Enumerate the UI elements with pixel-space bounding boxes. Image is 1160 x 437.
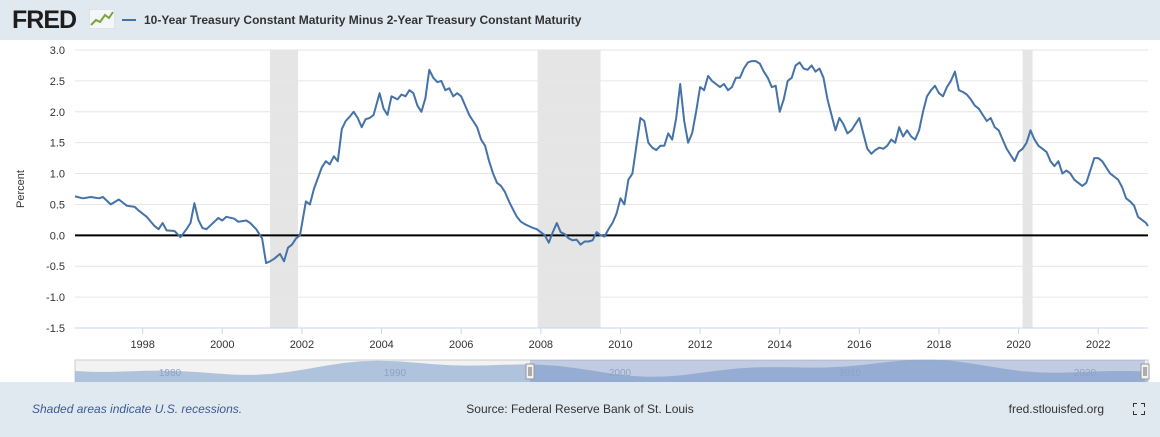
x-tick-label: 2004 [369, 339, 393, 351]
x-tick-label: 2010 [608, 339, 632, 351]
x-tick-label: 2020 [1006, 339, 1030, 351]
navigator-label: 2000 [609, 368, 632, 379]
navigator-label: 2010 [839, 368, 862, 379]
navigator-label: 1980 [159, 368, 182, 379]
recession-band-1 [537, 50, 601, 328]
navigator-area [75, 359, 1148, 382]
y-tick-label: 1.5 [50, 138, 65, 150]
fullscreen-icon[interactable] [1133, 403, 1145, 415]
x-tick-label: 2016 [847, 339, 871, 351]
x-tick-label: 2002 [290, 339, 314, 351]
navigator-label: 1990 [384, 368, 407, 379]
navigator-right-handle[interactable] [1140, 363, 1150, 380]
y-tick-label: -1.0 [46, 292, 65, 304]
y-axis-title: Percent [15, 170, 27, 208]
y-tick-label: 0.5 [50, 199, 65, 211]
x-tick-label: 2006 [449, 339, 473, 351]
y-tick-label: 0.0 [50, 230, 65, 242]
legend-series-label: 10-Year Treasury Constant Maturity Minus… [144, 13, 582, 27]
chart-header: FRED 10-Year Treasury Constant Maturity … [0, 0, 1160, 40]
recession-band-0 [270, 50, 298, 328]
recession-note: Shaded areas indicate U.S. recessions. [32, 402, 243, 416]
y-tick-label: -1.5 [46, 323, 65, 335]
series-line[interactable] [74, 60, 1149, 265]
x-tick-label: 2012 [688, 339, 712, 351]
x-tick-label: 2014 [767, 339, 791, 351]
navigator-selection[interactable] [530, 360, 1145, 382]
fred-url-link[interactable]: fred.stlouisfed.org [1008, 402, 1104, 416]
line-chart[interactable]: 3.0 2.5 2.0 1.5 1.0 0.5 0.0 -0.5 -1.0 -1.5 1998 200… [0, 40, 1160, 382]
fred-logo[interactable]: FRED [12, 6, 77, 34]
line-chart-icon [89, 9, 115, 29]
x-tick-label: 2008 [529, 339, 553, 351]
source-credit: Source: Federal Reserve Bank of St. Loui… [466, 402, 694, 416]
x-tick-label: 2018 [927, 339, 951, 351]
plot-panel: 3.0 2.5 2.0 1.5 1.0 0.5 0.0 -0.5 -1.0 -1.5 1998 200… [0, 40, 1160, 382]
recession-band-2 [1022, 50, 1033, 328]
y-tick-label: 2.0 [50, 107, 65, 119]
navigator-left-handle[interactable] [525, 363, 535, 380]
y-tick-label: 3.0 [50, 45, 65, 57]
y-tick-label: 2.5 [50, 76, 65, 88]
x-tick-label: 2000 [210, 339, 234, 351]
y-tick-label: 1.0 [50, 169, 65, 181]
y-tick-label: -0.5 [46, 261, 65, 273]
legend-swatch [122, 19, 136, 21]
navigator-label: 2020 [1074, 368, 1097, 379]
x-tick-label: 1998 [130, 339, 154, 351]
legend[interactable]: 10-Year Treasury Constant Maturity Minus… [122, 11, 581, 29]
x-tick-label: 2022 [1086, 339, 1110, 351]
